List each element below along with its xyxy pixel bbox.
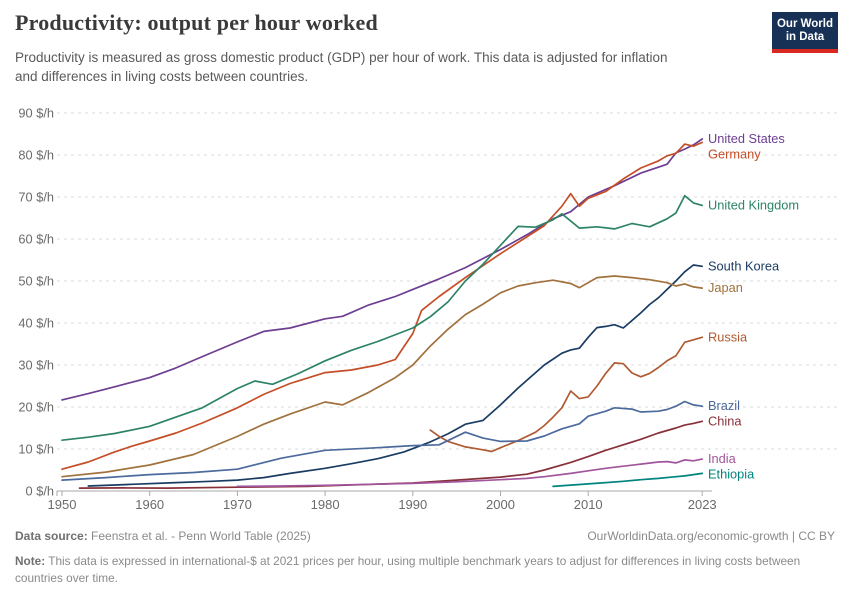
line-united-states[interactable]: [61, 138, 704, 401]
x-axis-label-1950: 1950: [48, 497, 77, 512]
chart-note: Note: This data is expressed in internat…: [15, 553, 837, 587]
line-japan[interactable]: [61, 275, 704, 478]
subtitle-line-2: and differences in living costs between …: [15, 69, 309, 84]
subtitle-line-1: Productivity is measured as gross domest…: [15, 50, 668, 65]
x-axis-label-1980: 1980: [311, 497, 340, 512]
note-text: This data is expressed in international-…: [15, 554, 801, 585]
owid-logo[interactable]: Our World in Data: [772, 12, 838, 53]
label-germany[interactable]: Germany: [708, 147, 761, 162]
y-axis-label-10: 10 $/h: [18, 442, 54, 457]
label-russia[interactable]: Russia: [708, 329, 748, 344]
data-source: Data source: Feenstra et al. - Penn Worl…: [15, 529, 311, 543]
productivity-chart: 0 $/h 10 $/h 20 $/h 30 $/h 40 $/h 50 $/h 60 $/…: [18, 106, 840, 512]
label-brazil[interactable]: Brazil: [708, 398, 740, 413]
x-axis-label-1990: 1990: [398, 497, 427, 512]
page-title: Productivity: output per hour worked: [15, 10, 378, 35]
label-india[interactable]: India: [708, 451, 737, 466]
x-axis-label-1970: 1970: [223, 497, 252, 512]
line-united-kingdom[interactable]: [61, 194, 704, 442]
y-axis-label-30: 30 $/h: [18, 358, 54, 373]
x-axis-label-2000: 2000: [486, 497, 515, 512]
y-axis-label-80: 80 $/h: [18, 148, 54, 163]
label-united-kingdom[interactable]: United Kingdom: [708, 197, 799, 212]
label-south-korea[interactable]: South Korea: [708, 258, 780, 273]
data-source-text: Feenstra et al. - Penn World Table (2025…: [91, 529, 311, 543]
y-axis-label-40: 40 $/h: [18, 316, 54, 331]
line-germany[interactable]: [61, 141, 704, 471]
label-japan[interactable]: Japan: [708, 280, 743, 295]
label-china[interactable]: China: [708, 414, 742, 429]
chart-footer: Data source: Feenstra et al. - Penn Worl…: [15, 529, 835, 543]
note-label: Note:: [15, 554, 46, 568]
line-india[interactable]: [236, 458, 704, 488]
y-axis-label-70: 70 $/h: [18, 190, 54, 205]
data-source-label: Data source:: [15, 529, 88, 543]
x-axis-label-2023: 2023: [688, 497, 717, 512]
chart-subtitle: Productivity is measured as gross domest…: [15, 48, 668, 86]
y-axis-label-60: 60 $/h: [18, 232, 54, 247]
y-axis-label-90: 90 $/h: [18, 106, 54, 121]
line-ethiopia[interactable]: [552, 472, 704, 488]
label-united-states[interactable]: United States: [708, 131, 785, 146]
label-ethiopia[interactable]: Ethiopia: [708, 467, 755, 482]
x-axis-label-1960: 1960: [135, 497, 164, 512]
x-axis-label-2010: 2010: [574, 497, 603, 512]
y-axis-label-50: 50 $/h: [18, 274, 54, 289]
y-axis-label-20: 20 $/h: [18, 400, 54, 415]
line-brazil[interactable]: [61, 400, 704, 481]
owid-logo-line-1: Our World: [776, 18, 833, 30]
owid-url-license[interactable]: OurWorldinData.org/economic-growth | CC …: [587, 529, 835, 543]
owid-logo-line-2: in Data: [785, 31, 825, 43]
y-axis-label-0: 0 $/h: [26, 484, 54, 499]
line-south-korea[interactable]: [87, 264, 704, 487]
line-russia[interactable]: [429, 336, 704, 453]
